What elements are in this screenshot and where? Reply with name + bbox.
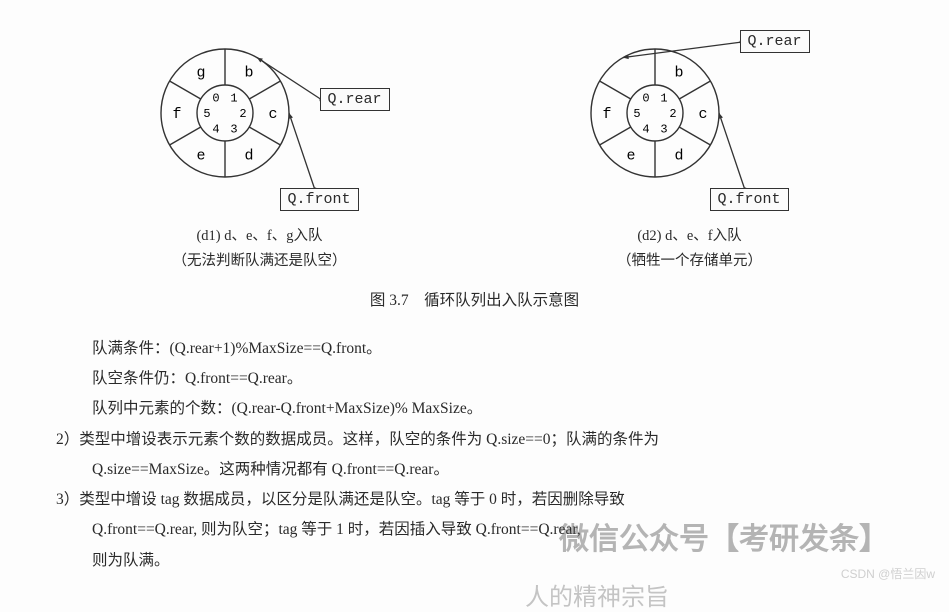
svg-text:c: c	[268, 106, 277, 123]
front-label-box: Q.front	[710, 188, 789, 211]
svg-text:2: 2	[239, 107, 246, 121]
svg-text:1: 1	[660, 91, 667, 105]
text-l5: Q.size==MaxSize。这两种情况都有 Q.front==Q.rear。	[24, 455, 925, 485]
svg-text:4: 4	[212, 123, 219, 137]
svg-text:e: e	[626, 148, 635, 165]
text-l1: 队满条件：(Q.rear+1)%MaxSize==Q.front。	[24, 334, 925, 364]
svg-text:d: d	[674, 148, 683, 165]
text-l3: 队列中元素的个数：(Q.rear-Q.front+MaxSize)% MaxSi…	[24, 394, 925, 424]
text-l7: Q.front==Q.rear, 则为队空；tag 等于 1 时，若因插入导致 …	[24, 515, 925, 545]
svg-text:4: 4	[642, 123, 649, 137]
text-l6: 3）类型中增设 tag 数据成员，以区分是队满还是队空。tag 等于 0 时，若…	[24, 485, 925, 515]
svg-text:g: g	[196, 64, 205, 81]
svg-text:3: 3	[230, 123, 237, 137]
svg-text:e: e	[196, 148, 205, 165]
svg-text:c: c	[698, 106, 707, 123]
svg-text:b: b	[674, 64, 683, 81]
caption-d2-l2: （牺牲一个存储单元）	[525, 249, 855, 270]
svg-text:0: 0	[642, 91, 649, 105]
figure-title: 图 3.7 循环队列出入队示意图	[24, 288, 925, 310]
svg-text:d: d	[244, 148, 253, 165]
svg-text:b: b	[244, 64, 253, 81]
watermark-sub: 人的精神宗旨	[525, 577, 669, 612]
svg-text:5: 5	[203, 107, 210, 121]
front-label-box: Q.front	[280, 188, 359, 211]
svg-text:f: f	[172, 106, 181, 123]
rear-label-box: Q.rear	[320, 88, 390, 111]
caption-d1-l2: （无法判断队满还是队空）	[95, 249, 425, 270]
diagram-d1: g0 b1 c 2 d3 e4 f 5 Q.rear Q.front	[95, 18, 425, 248]
svg-text:0: 0	[212, 91, 219, 105]
svg-text:1: 1	[230, 91, 237, 105]
text-l2: 队空条件仍：Q.front==Q.rear。	[24, 364, 925, 394]
rear-label-box: Q.rear	[740, 30, 810, 53]
svg-text:2: 2	[669, 107, 676, 121]
text-l4: 2）类型中增设表示元素个数的数据成员。这样，队空的条件为 Q.size==0；队…	[24, 425, 925, 455]
svg-text:f: f	[602, 106, 611, 123]
svg-text:5: 5	[633, 107, 640, 121]
diagram-d2: 0 b1 c 2 d3 e4 f 5 Q.rear Q.front	[525, 18, 855, 248]
svg-text:3: 3	[660, 123, 667, 137]
diagram-row: g0b1c2d3e4f5 Q.rear Q.front 0b1c2d3e4f5 …	[24, 18, 925, 248]
text-l8: 则为队满。	[24, 546, 925, 576]
